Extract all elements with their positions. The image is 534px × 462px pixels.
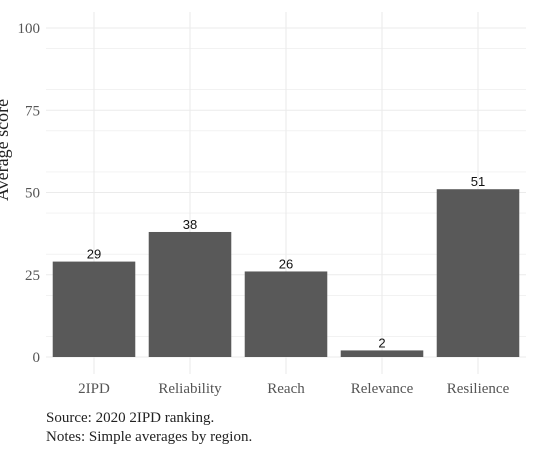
data-labels: 29 38 26 2 51 <box>87 174 485 350</box>
y-axis-ticks: 0 25 50 75 100 <box>18 21 41 366</box>
notes-note: Notes: Simple averages by region. <box>46 429 253 445</box>
source-note: Source: 2020 2IPD ranking. <box>46 410 215 426</box>
bar-reliability <box>148 231 232 357</box>
data-label-relevance: 2 <box>378 335 385 350</box>
y-axis-title: Average score <box>0 99 12 201</box>
x-tick-label: Reliability <box>158 381 222 397</box>
y-tick-label: 50 <box>25 186 40 202</box>
x-tick-label: Reach <box>267 381 305 397</box>
y-tick-label: 100 <box>18 21 41 37</box>
x-axis-ticks: 2IPD Reliability Reach Relevance Resilience <box>78 381 509 397</box>
bar-resilience <box>436 189 520 357</box>
x-tick-label: Relevance <box>351 381 414 397</box>
bars <box>52 189 520 357</box>
y-tick-label: 25 <box>25 268 40 284</box>
x-tick-label: 2IPD <box>78 381 110 397</box>
data-label-reliability: 38 <box>183 217 197 232</box>
x-tick-label: Resilience <box>447 381 510 397</box>
bar-relevance <box>340 350 424 357</box>
data-label-resilience: 51 <box>471 174 485 189</box>
y-tick-label: 75 <box>25 103 40 119</box>
data-label-2ipd: 29 <box>87 247 101 262</box>
bar-reach <box>244 271 328 357</box>
bar-2ipd <box>52 261 136 357</box>
y-tick-label: 0 <box>33 350 41 366</box>
data-label-reach: 26 <box>279 256 293 271</box>
